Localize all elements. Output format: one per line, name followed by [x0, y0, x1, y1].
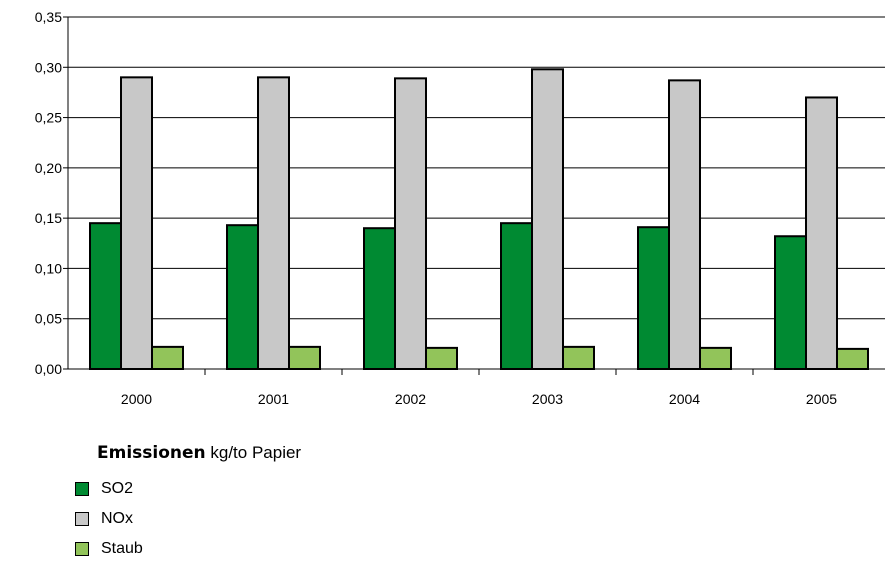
y-tick-label: 0,15	[35, 210, 62, 226]
bar-staub-2005	[836, 347, 869, 370]
legend-item-staub: Staub	[75, 534, 301, 564]
legend-swatch-staub	[75, 542, 89, 556]
bar-so2-2004	[637, 226, 670, 370]
bar-staub-2004	[699, 346, 732, 371]
legend-swatch-nox	[75, 512, 89, 526]
legend-label-staub: Staub	[101, 540, 143, 557]
legend-item-so2: SO2	[75, 474, 301, 504]
legend-title-bold: Emissionen	[97, 443, 206, 463]
bar-nox-2001	[257, 76, 290, 370]
legend-label-so2: SO2	[101, 480, 134, 497]
bar-staub-2002	[425, 346, 458, 371]
x-tick-label: 2004	[669, 391, 700, 407]
bar-staub-2000	[151, 345, 184, 371]
bar-so2-2003	[500, 222, 533, 370]
legend: Emissionen kg/to Papier SO2 NOx Staub	[75, 443, 301, 564]
x-tick-label: 2003	[532, 391, 563, 407]
legend-label-nox: NOx	[101, 510, 133, 527]
bar-so2-2005	[774, 235, 807, 370]
y-tick-label: 0,20	[35, 160, 62, 176]
bar-so2-2001	[226, 224, 259, 370]
bar-staub-2003	[562, 345, 595, 371]
legend-title-unit: kg/to Papier	[205, 443, 302, 462]
y-tick-label: 0,00	[35, 361, 62, 377]
bar-nox-2002	[394, 77, 427, 370]
bar-nox-2004	[668, 79, 701, 371]
bar-so2-2000	[89, 222, 122, 370]
legend-title: Emissionen kg/to Papier	[97, 443, 301, 463]
y-tick-label: 0,25	[35, 110, 62, 126]
bar-nox-2005	[805, 96, 838, 370]
bar-nox-2000	[120, 76, 153, 370]
x-tick-label: 2001	[258, 391, 289, 407]
legend-item-nox: NOx	[75, 504, 301, 534]
legend-swatch-so2	[75, 482, 89, 496]
y-tick-label: 0,05	[35, 311, 62, 327]
bar-nox-2003	[531, 68, 564, 370]
y-tick-label: 0,30	[35, 59, 62, 75]
x-tick-label: 2000	[121, 391, 152, 407]
y-tick-label: 0,10	[35, 260, 62, 276]
bar-so2-2002	[363, 227, 396, 370]
bar-staub-2001	[288, 345, 321, 371]
x-tick-label: 2005	[806, 391, 837, 407]
y-tick-label: 0,35	[35, 9, 62, 25]
x-tick-label: 2002	[395, 391, 426, 407]
